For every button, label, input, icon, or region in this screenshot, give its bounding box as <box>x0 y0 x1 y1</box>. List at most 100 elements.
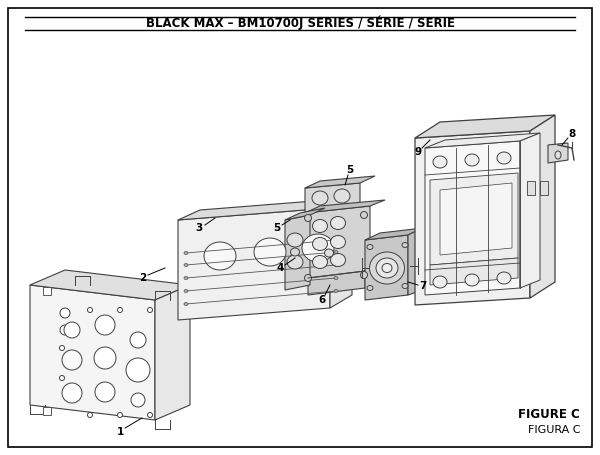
Ellipse shape <box>148 413 152 418</box>
Ellipse shape <box>88 308 92 313</box>
Ellipse shape <box>88 413 92 418</box>
Polygon shape <box>415 115 555 138</box>
Bar <box>540 181 548 195</box>
Ellipse shape <box>118 308 122 313</box>
Ellipse shape <box>313 256 328 268</box>
Ellipse shape <box>334 277 338 279</box>
Polygon shape <box>548 143 568 163</box>
Text: 3: 3 <box>196 223 203 233</box>
Polygon shape <box>330 198 352 308</box>
Ellipse shape <box>402 243 408 248</box>
Bar <box>43 287 51 295</box>
Ellipse shape <box>313 219 328 233</box>
Polygon shape <box>520 133 540 288</box>
Polygon shape <box>425 133 540 148</box>
Ellipse shape <box>184 289 188 293</box>
Ellipse shape <box>118 413 122 418</box>
Ellipse shape <box>184 263 188 267</box>
Ellipse shape <box>204 242 236 270</box>
Ellipse shape <box>254 238 286 266</box>
Text: FIGURA C: FIGURA C <box>527 425 580 435</box>
Ellipse shape <box>331 236 346 248</box>
Text: 2: 2 <box>139 273 146 283</box>
Polygon shape <box>155 285 190 420</box>
Text: 7: 7 <box>419 281 427 291</box>
Ellipse shape <box>287 233 303 247</box>
Ellipse shape <box>334 189 350 203</box>
Ellipse shape <box>131 393 145 407</box>
Text: FIGURE C: FIGURE C <box>518 409 580 421</box>
Ellipse shape <box>497 152 511 164</box>
Polygon shape <box>178 208 330 320</box>
Polygon shape <box>440 183 512 255</box>
Bar <box>43 407 51 415</box>
Text: BLACK MAX – BM10700J SERIES / SÉRIE / SERIE: BLACK MAX – BM10700J SERIES / SÉRIE / SE… <box>146 16 455 30</box>
Ellipse shape <box>305 214 311 222</box>
Ellipse shape <box>361 212 367 218</box>
Polygon shape <box>30 270 190 300</box>
Text: 1: 1 <box>116 427 124 437</box>
Text: 5: 5 <box>274 223 281 233</box>
Ellipse shape <box>95 382 115 402</box>
Polygon shape <box>305 176 375 188</box>
Ellipse shape <box>312 191 328 205</box>
Ellipse shape <box>126 358 150 382</box>
Ellipse shape <box>334 289 338 293</box>
Polygon shape <box>415 131 530 305</box>
Ellipse shape <box>433 156 447 168</box>
Ellipse shape <box>313 238 328 251</box>
Ellipse shape <box>184 303 188 305</box>
Ellipse shape <box>302 234 334 262</box>
Ellipse shape <box>305 274 311 282</box>
Ellipse shape <box>59 345 65 350</box>
Polygon shape <box>305 183 360 218</box>
Ellipse shape <box>62 383 82 403</box>
Polygon shape <box>365 228 423 240</box>
Ellipse shape <box>325 249 334 257</box>
Text: 9: 9 <box>415 147 422 157</box>
Ellipse shape <box>95 315 115 335</box>
Polygon shape <box>178 198 352 220</box>
Ellipse shape <box>334 263 338 267</box>
Ellipse shape <box>367 285 373 290</box>
Polygon shape <box>285 208 325 220</box>
Ellipse shape <box>382 263 392 273</box>
Polygon shape <box>425 141 520 295</box>
Ellipse shape <box>465 154 479 166</box>
Polygon shape <box>530 115 555 298</box>
Ellipse shape <box>184 252 188 254</box>
Text: 4: 4 <box>277 263 284 273</box>
Ellipse shape <box>287 255 303 269</box>
Polygon shape <box>305 206 370 285</box>
Ellipse shape <box>376 258 398 278</box>
Ellipse shape <box>60 308 70 318</box>
Ellipse shape <box>94 347 116 369</box>
Ellipse shape <box>290 248 299 256</box>
Text: 8: 8 <box>568 129 575 139</box>
Ellipse shape <box>402 283 408 288</box>
Ellipse shape <box>433 276 447 288</box>
Ellipse shape <box>497 272 511 284</box>
Text: 5: 5 <box>346 165 353 175</box>
Ellipse shape <box>331 217 346 229</box>
Ellipse shape <box>59 375 65 380</box>
Polygon shape <box>305 200 385 213</box>
Ellipse shape <box>361 272 367 278</box>
Polygon shape <box>430 258 518 285</box>
Ellipse shape <box>148 308 152 313</box>
Ellipse shape <box>334 238 338 242</box>
Ellipse shape <box>64 322 80 338</box>
Polygon shape <box>365 235 408 300</box>
Ellipse shape <box>130 332 146 348</box>
Ellipse shape <box>367 244 373 249</box>
Ellipse shape <box>465 274 479 286</box>
Ellipse shape <box>60 325 70 335</box>
Polygon shape <box>285 215 310 290</box>
Ellipse shape <box>334 251 338 253</box>
Ellipse shape <box>62 350 82 370</box>
Polygon shape <box>430 173 518 265</box>
Ellipse shape <box>370 252 404 284</box>
Ellipse shape <box>184 277 188 279</box>
Ellipse shape <box>331 253 346 267</box>
Polygon shape <box>408 228 423 295</box>
